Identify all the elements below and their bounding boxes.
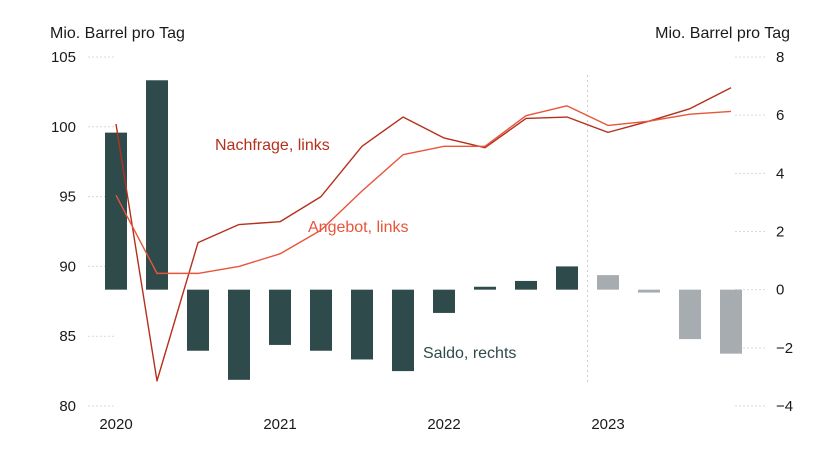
left-axis-ticks: 105 100 95 90 85 80 (51, 49, 76, 415)
bar-2020Q3 (187, 289, 209, 351)
supply-line (115, 105, 732, 275)
right-tick-label: −4 (776, 398, 793, 415)
x-tick-label: 2022 (427, 416, 460, 433)
annotation-balance: Saldo, rechts (423, 345, 516, 362)
x-tick-label: 2023 (591, 416, 624, 433)
left-tick-label: 100 (51, 119, 76, 136)
right-tick-label: 6 (776, 107, 784, 124)
left-axis-unit: Mio. Barrel pro Tag (50, 25, 185, 42)
demand-supply-lines (115, 87, 732, 382)
right-tick-label: 0 (776, 282, 784, 299)
demand-line (115, 87, 732, 382)
left-tick-label: 80 (59, 398, 76, 415)
saldo-bars (105, 80, 742, 380)
x-tick-label: 2020 (99, 416, 132, 433)
left-tick-label: 95 (59, 189, 76, 206)
bar-2020Q4 (228, 289, 250, 380)
left-tick-label: 105 (51, 49, 76, 66)
bar-2020Q1 (105, 132, 127, 290)
x-tick-label: 2021 (263, 416, 296, 433)
bar-2022Q2 (474, 286, 496, 290)
bar-2023Q3 (679, 289, 701, 340)
bar-2021Q3 (351, 289, 373, 360)
right-tick-label: 8 (776, 49, 784, 66)
right-axis-ticks: 8 6 4 2 0 −2 −4 (776, 49, 793, 415)
bar-2023Q4 (720, 289, 742, 354)
bar-2023Q1 (597, 275, 619, 290)
annotation-demand: Nachfrage, links (215, 137, 330, 154)
grid-lines (88, 56, 765, 407)
bar-2023Q2 (638, 289, 660, 293)
bar-2022Q4 (556, 266, 578, 290)
bar-2021Q4 (392, 289, 414, 372)
right-tick-label: 4 (776, 165, 784, 182)
bar-2022Q3 (515, 280, 537, 290)
bar-2020Q2 (146, 80, 168, 290)
x-axis-ticks: 2020 2021 2022 2023 (99, 416, 624, 433)
bar-2021Q1 (269, 289, 291, 345)
bar-2021Q2 (310, 289, 332, 351)
annotation-supply: Angebot, links (308, 219, 409, 236)
right-axis-unit: Mio. Barrel pro Tag (655, 25, 790, 42)
bar-2022Q1 (433, 289, 455, 313)
left-tick-label: 85 (59, 328, 76, 345)
right-tick-label: −2 (776, 340, 793, 357)
left-tick-label: 90 (59, 258, 76, 275)
right-tick-label: 2 (776, 224, 784, 241)
